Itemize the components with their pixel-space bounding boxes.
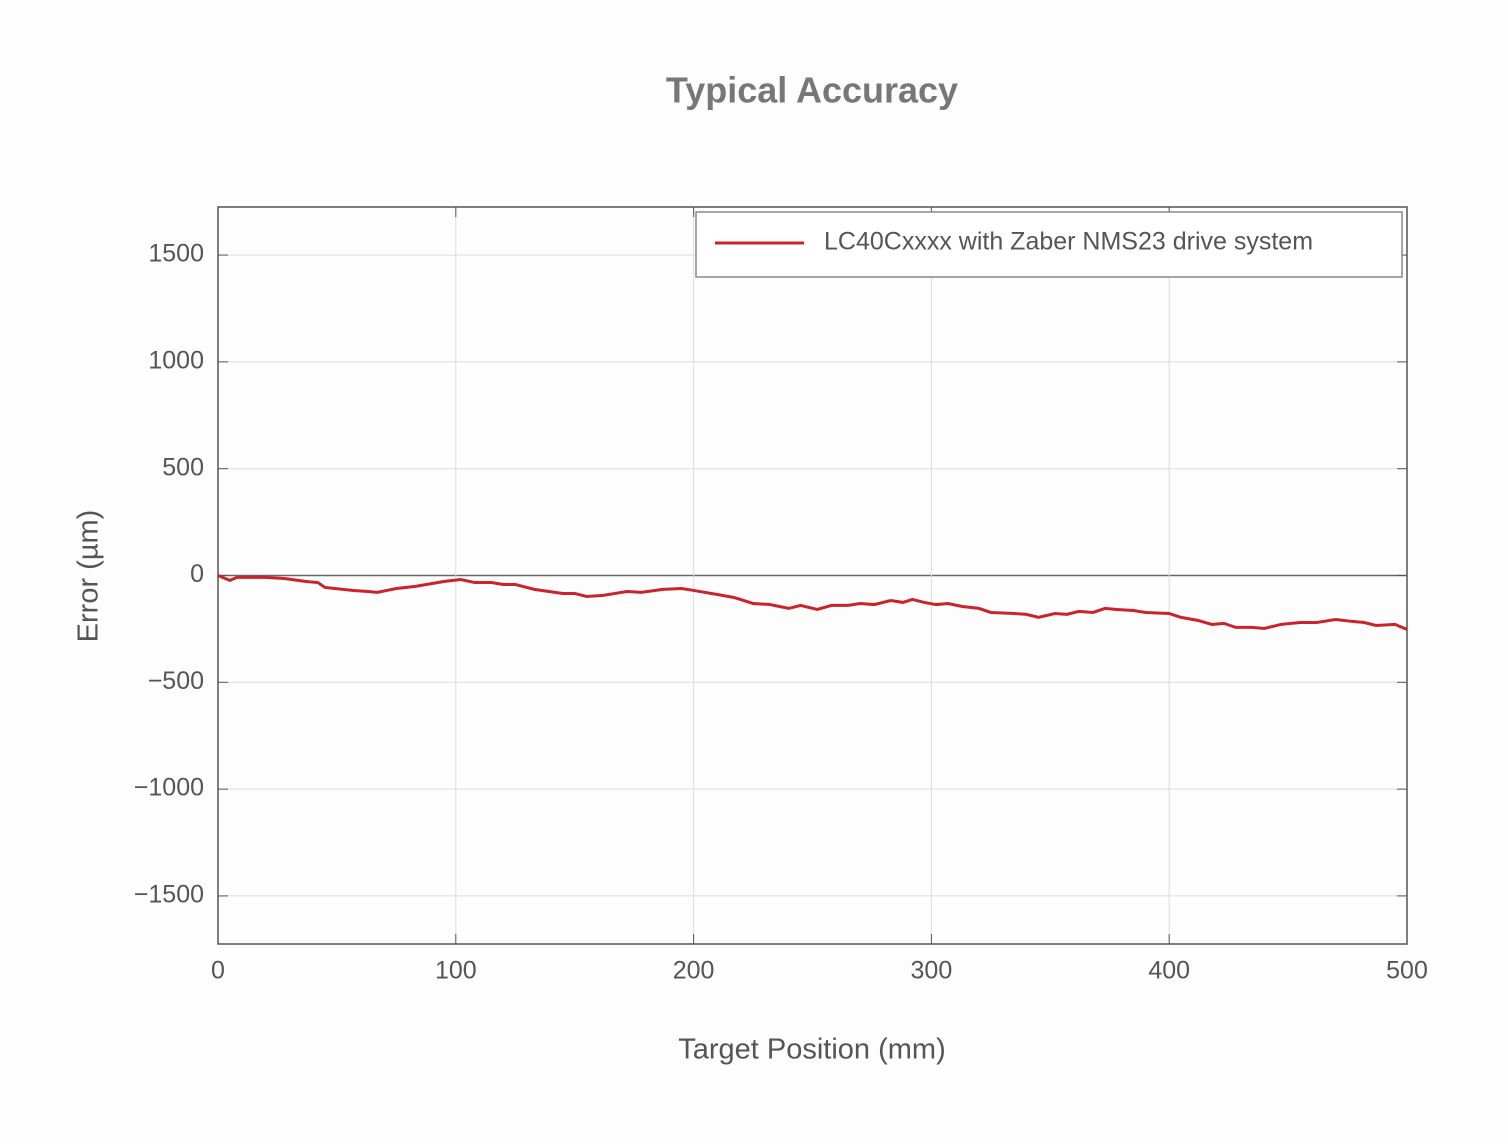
legend-label: LC40Cxxxx with Zaber NMS23 drive system bbox=[824, 228, 1313, 256]
chart-title: Typical Accuracy bbox=[666, 70, 958, 111]
y-axis-label: Error (µm) bbox=[73, 510, 105, 643]
y-tick-label: 500 bbox=[162, 453, 204, 481]
data-line bbox=[217, 574, 1408, 631]
y-tick-label: 1000 bbox=[148, 346, 204, 374]
x-axis-label: Target Position (mm) bbox=[678, 1034, 946, 1066]
x-tick-label: 0 bbox=[211, 957, 225, 985]
legend-box bbox=[695, 211, 1403, 278]
x-tick-label: 500 bbox=[1386, 957, 1428, 985]
x-tick-label: 400 bbox=[1148, 957, 1190, 985]
y-tick-label: −1000 bbox=[134, 774, 204, 802]
y-tick-label: 0 bbox=[190, 560, 204, 588]
y-tick-label: 1500 bbox=[148, 240, 204, 268]
y-tick-label: −500 bbox=[148, 667, 204, 695]
x-tick-label: 200 bbox=[673, 957, 715, 985]
x-tick-label: 100 bbox=[435, 957, 477, 985]
x-tick-label: 300 bbox=[911, 957, 953, 985]
y-tick-label: −1500 bbox=[134, 881, 204, 909]
